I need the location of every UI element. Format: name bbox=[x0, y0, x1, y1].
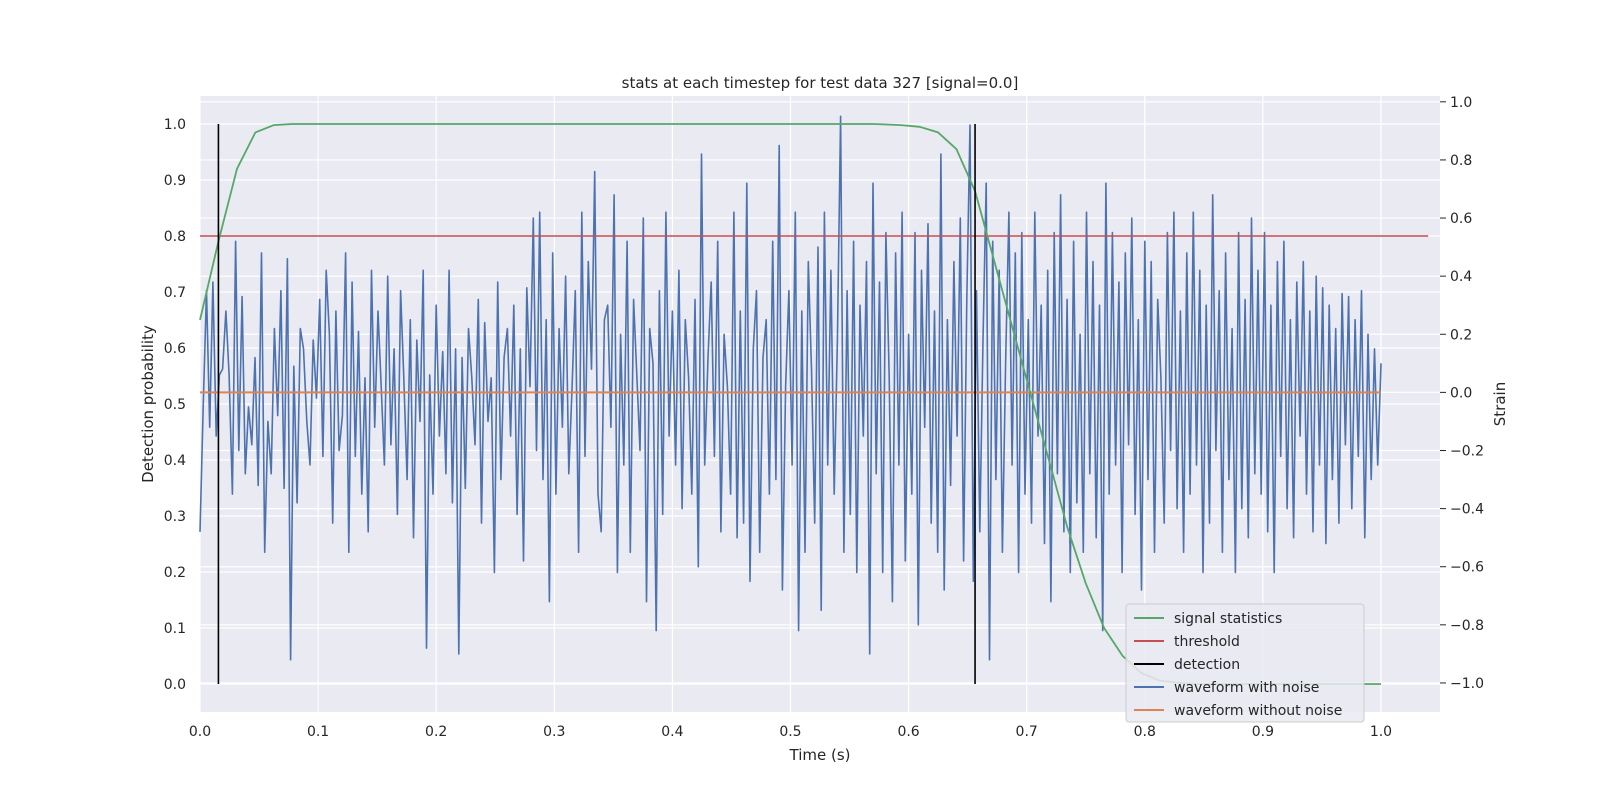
x-tick-label: 0.8 bbox=[1134, 724, 1156, 740]
x-tick-label: 1.0 bbox=[1370, 724, 1392, 740]
legend-label: waveform without noise bbox=[1174, 703, 1342, 719]
y2-tick-label: −1.0 bbox=[1450, 676, 1484, 692]
y-tick-label: 0.9 bbox=[164, 173, 186, 189]
y-tick-label: 1.0 bbox=[164, 117, 186, 133]
y2-tick-label: 0.4 bbox=[1450, 269, 1472, 285]
series-layer bbox=[199, 115, 1429, 685]
x-tick-label: 0.9 bbox=[1252, 724, 1274, 740]
y-tick-label: 0.4 bbox=[164, 453, 186, 469]
tick-layer: 0.0 0.1 0.2 0.3 0.4 0.5 0.6 0.7 0.8 0.9 1.0 0.0 0.1 0… bbox=[164, 95, 1484, 740]
x-axis-title: Time (s) bbox=[789, 746, 851, 764]
y-axis-title: Detection probability bbox=[139, 325, 157, 483]
x-tick-label: 0.4 bbox=[661, 724, 683, 740]
y2-tick-label: −0.8 bbox=[1450, 618, 1484, 634]
y2-tick-label: −0.6 bbox=[1450, 560, 1484, 576]
y2-axis-title: Strain bbox=[1491, 382, 1509, 426]
y2-tick-label: 1.0 bbox=[1450, 95, 1472, 111]
y2-tick-label: −0.4 bbox=[1450, 502, 1484, 518]
legend-label: signal statistics bbox=[1174, 611, 1282, 627]
waveform-with-noise-line bbox=[199, 115, 1382, 661]
y2-tick-label: 0.8 bbox=[1450, 153, 1472, 169]
y2-tick-label: 0.6 bbox=[1450, 211, 1472, 227]
y2-tick-label: 0.2 bbox=[1450, 327, 1472, 343]
y-tick-label: 0.2 bbox=[164, 565, 186, 581]
legend-label: detection bbox=[1174, 657, 1240, 673]
y-tick-label: 0.3 bbox=[164, 509, 186, 525]
legend-label: waveform with noise bbox=[1174, 680, 1319, 696]
x-tick-label: 0.5 bbox=[779, 724, 801, 740]
y-tick-label: 0.1 bbox=[164, 621, 186, 637]
y-tick-label: 0.6 bbox=[164, 341, 186, 357]
x-tick-label: 0.3 bbox=[543, 724, 565, 740]
y-tick-label: 0.0 bbox=[164, 677, 186, 693]
legend: signal statistics threshold detection wavef… bbox=[1125, 603, 1365, 723]
x-tick-label: 0.7 bbox=[1016, 724, 1038, 740]
x-tick-label: 0.1 bbox=[307, 724, 329, 740]
legend-label: threshold bbox=[1174, 634, 1240, 650]
y-tick-label: 0.7 bbox=[164, 285, 186, 301]
y-tick-label: 0.8 bbox=[164, 229, 186, 245]
chart-title: stats at each timestep for test data 327… bbox=[622, 74, 1019, 92]
y-tick-label: 0.5 bbox=[164, 397, 186, 413]
x-tick-label: 0.6 bbox=[897, 724, 919, 740]
y2-tick-label: 0.0 bbox=[1450, 385, 1472, 401]
x-tick-label: 0.2 bbox=[425, 724, 447, 740]
legend-box bbox=[1125, 603, 1365, 723]
x-tick-label: 0.0 bbox=[189, 724, 211, 740]
y2-tick-label: −0.2 bbox=[1450, 443, 1484, 459]
